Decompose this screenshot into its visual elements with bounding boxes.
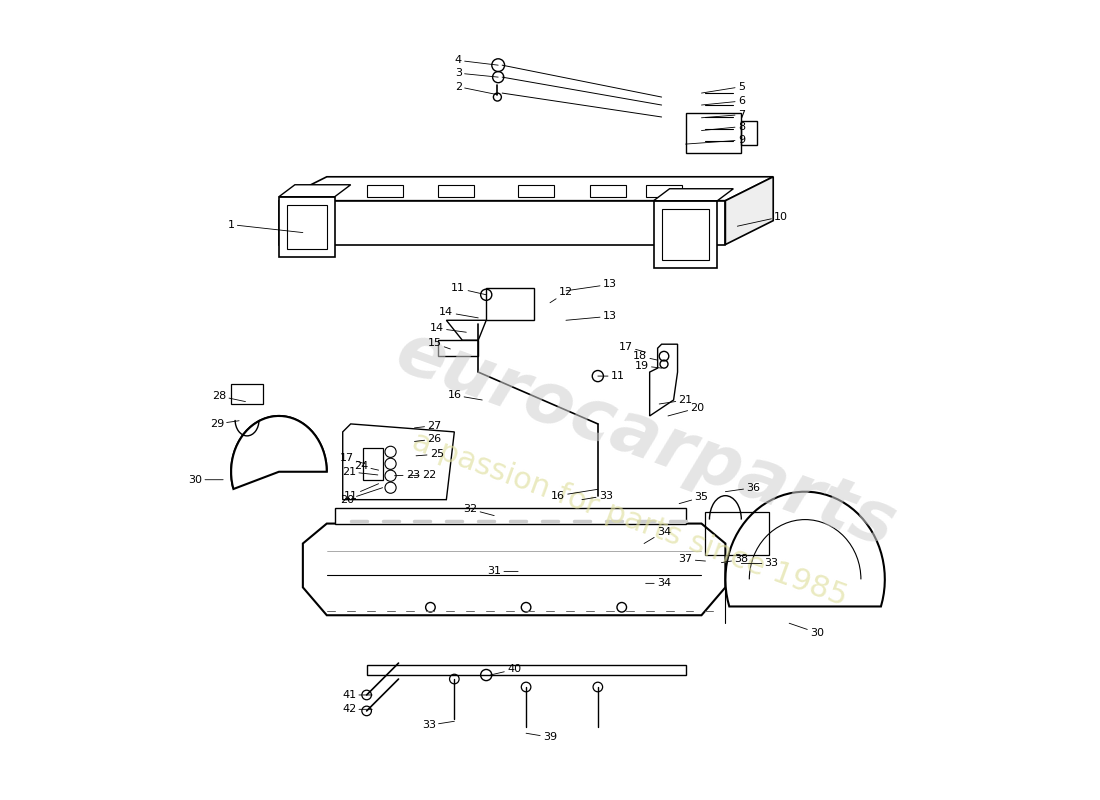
Text: 21: 21 <box>659 395 693 405</box>
Text: 5: 5 <box>702 82 745 93</box>
Polygon shape <box>486 288 535 320</box>
Text: 17: 17 <box>618 342 646 352</box>
Text: 4: 4 <box>454 55 498 66</box>
Text: 20: 20 <box>668 403 704 416</box>
Polygon shape <box>725 177 773 245</box>
Text: 1: 1 <box>228 220 302 233</box>
Text: 39: 39 <box>526 732 557 742</box>
Text: 34: 34 <box>646 578 671 588</box>
Text: 6: 6 <box>702 96 745 106</box>
Bar <box>705 512 769 555</box>
Text: 19: 19 <box>635 361 661 370</box>
Polygon shape <box>302 523 725 615</box>
Polygon shape <box>279 201 725 245</box>
Text: 38: 38 <box>722 554 748 565</box>
Text: 35: 35 <box>679 492 708 504</box>
Text: 30: 30 <box>188 474 223 485</box>
Text: 14: 14 <box>439 307 478 318</box>
Text: 37: 37 <box>679 554 705 565</box>
Text: 7: 7 <box>702 110 745 119</box>
Polygon shape <box>653 201 717 269</box>
Text: 13: 13 <box>565 279 617 290</box>
Text: 26: 26 <box>415 434 441 444</box>
Text: 11: 11 <box>597 371 625 381</box>
Text: 18: 18 <box>632 351 658 361</box>
Bar <box>287 205 327 249</box>
Text: 33: 33 <box>582 490 613 501</box>
Bar <box>439 185 474 197</box>
Text: 20: 20 <box>340 488 383 505</box>
Polygon shape <box>334 508 685 523</box>
Text: 2: 2 <box>454 82 497 94</box>
Bar <box>741 121 757 145</box>
Text: 34: 34 <box>645 526 671 543</box>
Polygon shape <box>725 492 884 606</box>
Polygon shape <box>279 197 334 257</box>
Text: 23: 23 <box>395 470 420 480</box>
Text: 8: 8 <box>702 122 745 131</box>
Text: 41: 41 <box>342 690 372 700</box>
Polygon shape <box>653 189 734 201</box>
Text: eurocarparts: eurocarparts <box>386 318 905 562</box>
Text: 31: 31 <box>487 566 518 577</box>
Text: 42: 42 <box>342 704 372 714</box>
Text: 10: 10 <box>737 212 789 226</box>
Text: 16: 16 <box>448 390 482 400</box>
Polygon shape <box>650 344 678 416</box>
Text: 24: 24 <box>354 461 378 471</box>
Text: 3: 3 <box>454 68 498 78</box>
Text: 22: 22 <box>409 470 436 480</box>
Polygon shape <box>279 185 351 197</box>
Bar <box>518 185 554 197</box>
Text: 25: 25 <box>416 450 444 459</box>
Polygon shape <box>439 340 478 356</box>
Text: 32: 32 <box>463 504 494 515</box>
Text: 40: 40 <box>491 665 521 675</box>
Polygon shape <box>685 113 741 153</box>
Polygon shape <box>447 320 486 340</box>
Text: 28: 28 <box>212 391 245 402</box>
Text: 29: 29 <box>210 419 239 429</box>
Polygon shape <box>231 416 327 489</box>
Text: 27: 27 <box>415 421 441 430</box>
Polygon shape <box>343 424 454 500</box>
Text: 13: 13 <box>565 311 617 322</box>
Text: 14: 14 <box>430 323 466 334</box>
Text: 16: 16 <box>551 490 597 501</box>
Text: 33: 33 <box>741 558 779 569</box>
Polygon shape <box>279 177 773 201</box>
Text: 9: 9 <box>685 135 745 145</box>
Text: 15: 15 <box>428 338 450 349</box>
Text: a passion for parts since 1985: a passion for parts since 1985 <box>408 427 851 612</box>
Text: 17: 17 <box>340 453 365 464</box>
Text: 33: 33 <box>421 720 454 730</box>
Text: 11: 11 <box>451 283 486 294</box>
Text: 12: 12 <box>550 287 573 302</box>
Bar <box>590 185 626 197</box>
Bar <box>366 185 403 197</box>
Text: 36: 36 <box>725 482 760 493</box>
Polygon shape <box>366 665 685 675</box>
Bar <box>363 448 383 480</box>
Text: 30: 30 <box>789 623 824 638</box>
Bar <box>646 185 682 197</box>
Text: 11: 11 <box>343 484 378 501</box>
Bar <box>661 209 710 261</box>
Bar <box>231 384 263 404</box>
Text: 21: 21 <box>342 466 377 477</box>
